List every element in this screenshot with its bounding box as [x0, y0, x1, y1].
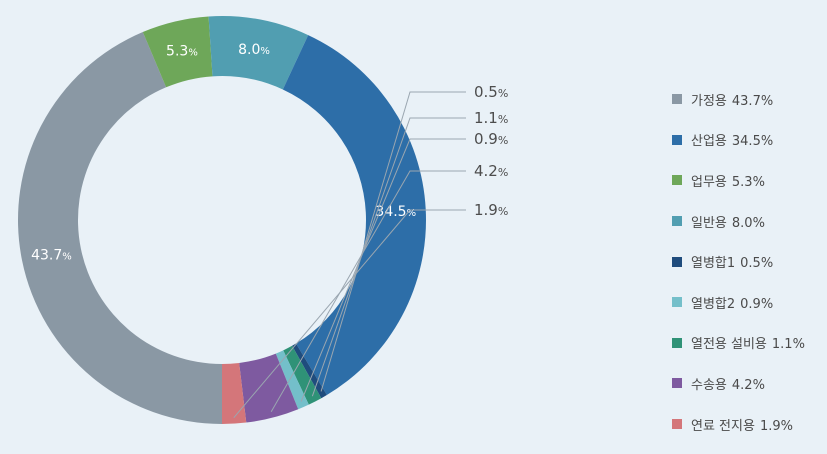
callout-label-8: 1.9% — [474, 201, 508, 219]
legend-label: 산업용 34.5% — [691, 134, 774, 150]
callout-label-6: 0.9% — [474, 130, 508, 148]
slice-label-percent: % — [407, 208, 417, 219]
legend-swatch — [672, 134, 682, 145]
legend-swatch — [672, 256, 682, 267]
callout-leader-6 — [300, 138, 466, 402]
legend-percent: 0.9% — [740, 296, 774, 312]
callout-leader-8 — [233, 209, 466, 418]
slice-6 — [275, 350, 309, 410]
legend-label: 업무용 5.3% — [691, 174, 765, 190]
legend-label: 열병합1 0.5% — [691, 256, 774, 272]
legend-swatch — [672, 337, 682, 348]
legend-item: 수송용 4.2% — [672, 363, 805, 404]
callout-leader-7 — [270, 170, 466, 413]
slice-label-3: 34.5% — [375, 204, 416, 220]
slice-label-percent: % — [260, 46, 270, 57]
slice-7 — [239, 353, 299, 423]
slice-1 — [142, 16, 213, 88]
legend-label: 열병합2 0.9% — [691, 296, 774, 312]
legend-item: 일반용 8.0% — [672, 201, 805, 242]
donut-chart: 43.7% 5.3% 8.0% 34.5% 0.5% 1.1% 0.9% 4.2% 1.9% — [18, 16, 508, 424]
slice-5 — [283, 345, 322, 405]
legend-swatch — [672, 297, 682, 308]
legend-swatch — [672, 216, 682, 227]
slice-label-2: 8.0% — [238, 42, 270, 58]
legend-item: 열병합1 0.5% — [672, 241, 805, 282]
slice-3 — [282, 35, 427, 395]
legend-percent: 0.5% — [740, 256, 774, 272]
chart-legend: 가정용 43.7% 산업용 34.5% 업무용 5.3% 일반용 8.0% 열병합1 0.5% 열병… — [672, 79, 805, 444]
legend-percent: 8.0% — [731, 215, 765, 231]
slice-4 — [292, 343, 327, 399]
callout-label-percent: % — [498, 113, 508, 126]
callout-label-4: 0.5% — [474, 83, 508, 101]
legend-swatch — [672, 94, 682, 105]
legend-label: 수송용 4.2% — [691, 377, 765, 393]
callout-label-7: 4.2% — [474, 162, 508, 180]
callout-label-5: 1.1% — [474, 109, 508, 127]
callout-label-percent: % — [498, 134, 508, 147]
legend-swatch — [672, 175, 682, 186]
legend-label: 연료 전지용 1.9% — [691, 418, 793, 434]
legend-label: 일반용 8.0% — [691, 215, 765, 231]
legend-percent: 4.2% — [731, 377, 765, 393]
legend-item: 열병합2 0.9% — [672, 282, 805, 323]
slice-label-percent: % — [62, 251, 72, 262]
legend-percent: 1.9% — [759, 418, 793, 434]
legend-percent: 43.7% — [731, 93, 774, 109]
legend-swatch — [672, 378, 682, 389]
slice-2 — [208, 16, 309, 90]
legend-swatch — [672, 419, 682, 430]
slice-label-0: 43.7% — [31, 247, 72, 263]
legend-percent: 1.1% — [771, 337, 805, 353]
legend-label: 가정용 43.7% — [691, 93, 774, 109]
legend-item: 산업용 34.5% — [672, 120, 805, 161]
legend-item: 가정용 43.7% — [672, 79, 805, 120]
legend-label: 열전용 설비용 1.1% — [691, 337, 805, 353]
callout-label-percent: % — [498, 166, 508, 179]
legend-item: 열전용 설비용 1.1% — [672, 323, 805, 364]
legend-percent: 5.3% — [731, 174, 765, 190]
legend-percent: 34.5% — [731, 134, 774, 150]
legend-item: 업무용 5.3% — [672, 160, 805, 201]
callout-leader-5 — [311, 117, 466, 397]
slice-label-1: 5.3% — [166, 44, 198, 60]
slice-label-percent: % — [188, 48, 198, 59]
legend-item: 연료 전지용 1.9% — [672, 404, 805, 445]
slice-8 — [222, 362, 247, 424]
callout-leader-4 — [320, 91, 466, 392]
callout-label-percent: % — [498, 205, 508, 218]
slice-0 — [18, 31, 223, 424]
callout-label-percent: % — [498, 87, 508, 100]
